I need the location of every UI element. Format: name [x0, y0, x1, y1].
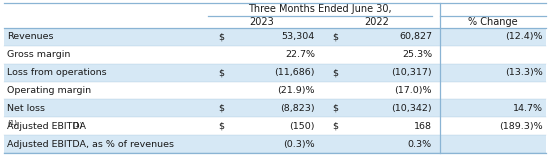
Bar — [4, 64, 546, 82]
Text: 60,827: 60,827 — [399, 32, 432, 41]
Text: $: $ — [218, 68, 224, 77]
Text: $: $ — [332, 104, 338, 113]
Text: (10,342): (10,342) — [392, 104, 432, 113]
Text: 22.7%: 22.7% — [285, 50, 315, 59]
Text: Adjusted EBITDA, as % of revenues: Adjusted EBITDA, as % of revenues — [7, 140, 174, 149]
Text: 0.3%: 0.3% — [408, 140, 432, 149]
Text: Adjusted EBITDA: Adjusted EBITDA — [7, 122, 86, 131]
Text: Revenues: Revenues — [7, 32, 53, 41]
Text: $: $ — [218, 104, 224, 113]
Text: $: $ — [218, 122, 224, 131]
Text: (150): (150) — [289, 122, 315, 131]
Text: (17.0)%: (17.0)% — [394, 86, 432, 95]
Text: (1): (1) — [7, 120, 17, 126]
Text: (8,823): (8,823) — [280, 104, 315, 113]
Text: 2023: 2023 — [249, 17, 274, 27]
Text: Three Months Ended June 30,: Three Months Ended June 30, — [248, 4, 392, 15]
Text: $: $ — [332, 68, 338, 77]
Text: (0.3)%: (0.3)% — [283, 140, 315, 149]
Text: (13.3)%: (13.3)% — [505, 68, 543, 77]
Text: $: $ — [218, 32, 224, 41]
Text: (189.3)%: (189.3)% — [499, 122, 543, 131]
Bar — [4, 99, 546, 117]
Bar — [4, 117, 546, 135]
Bar — [4, 135, 546, 153]
Text: (10,317): (10,317) — [392, 68, 432, 77]
Text: (21.9)%: (21.9)% — [278, 86, 315, 95]
Text: Net loss: Net loss — [7, 104, 45, 113]
Text: 25.3%: 25.3% — [402, 50, 432, 59]
Text: % Change: % Change — [468, 17, 518, 27]
Text: $: $ — [332, 32, 338, 41]
Text: Operating margin: Operating margin — [7, 86, 91, 95]
Bar — [4, 46, 546, 64]
Text: (1): (1) — [72, 122, 82, 128]
Text: (11,686): (11,686) — [274, 68, 315, 77]
Text: 14.7%: 14.7% — [513, 104, 543, 113]
Text: $: $ — [332, 122, 338, 131]
Text: 53,304: 53,304 — [282, 32, 315, 41]
Bar — [4, 82, 546, 99]
Text: 168: 168 — [414, 122, 432, 131]
Text: Loss from operations: Loss from operations — [7, 68, 107, 77]
Text: (12.4)%: (12.4)% — [505, 32, 543, 41]
Bar — [4, 28, 546, 46]
Text: 2022: 2022 — [365, 17, 389, 27]
Text: Gross margin: Gross margin — [7, 50, 70, 59]
